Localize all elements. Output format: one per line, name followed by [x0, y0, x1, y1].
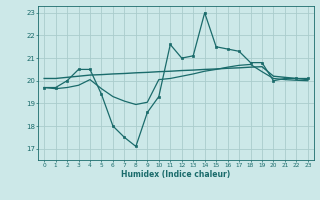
X-axis label: Humidex (Indice chaleur): Humidex (Indice chaleur) — [121, 170, 231, 179]
